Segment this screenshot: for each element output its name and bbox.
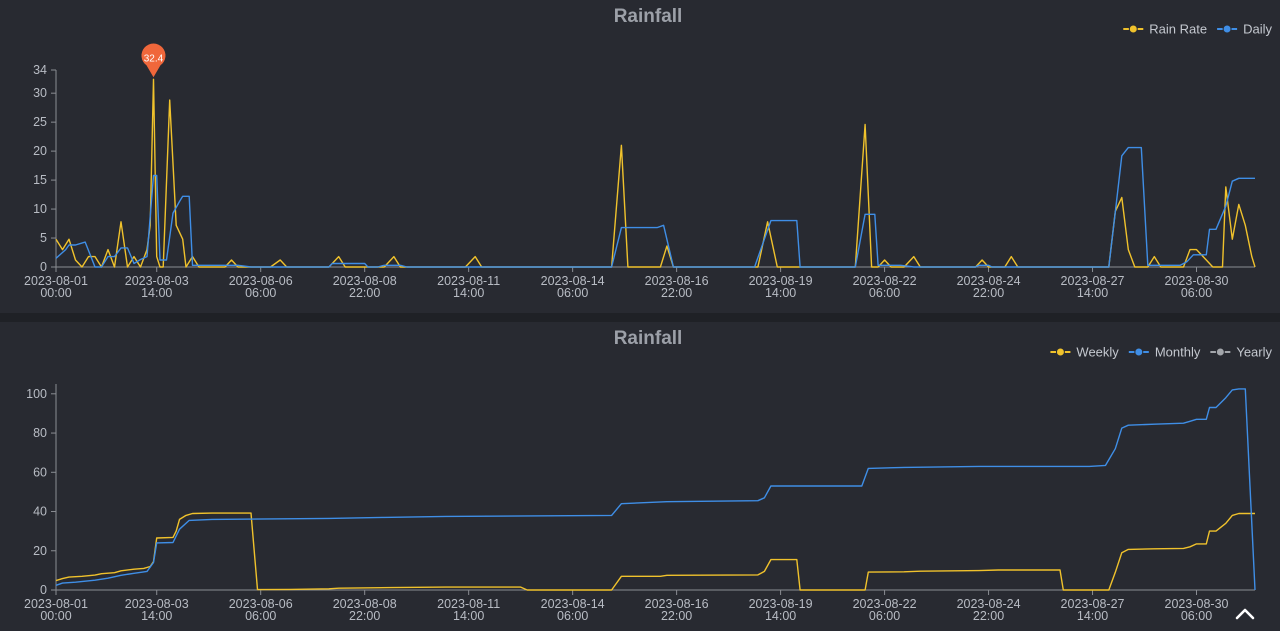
x-tick-label: 2023-08-03: [125, 597, 189, 611]
x-tick-label: 2023-08-19: [749, 274, 813, 288]
max-value-pin: 32.4: [141, 43, 166, 78]
x-tick-label: 2023-08-14: [541, 274, 605, 288]
x-tick-label: 2023-08-27: [1061, 274, 1125, 288]
x-tick-label: 2023-08-01: [24, 597, 88, 611]
y-tick-label: 30: [33, 86, 47, 100]
x-tick-time-label: 14:00: [765, 286, 796, 300]
x-tick-time-label: 14:00: [453, 286, 484, 300]
series-line-weekly: [55, 512, 1255, 591]
legend-item-daily[interactable]: Daily: [1217, 22, 1272, 37]
legend-label: Monthly: [1155, 345, 1201, 360]
pin-marker-icon: [141, 43, 166, 78]
x-tick-label: 2023-08-30: [1165, 274, 1229, 288]
y-tick-label: 20: [33, 144, 47, 158]
x-tick-time-label: 14:00: [453, 609, 484, 623]
x-tick-time-label: 06:00: [869, 609, 900, 623]
x-tick-label: 2023-08-08: [333, 274, 397, 288]
y-tick-label: 10: [33, 202, 47, 216]
y-tick-label: 0: [40, 583, 47, 597]
y-tick-label: 80: [33, 426, 47, 440]
y-tick-label: 5: [40, 231, 47, 245]
y-tick-label: 0: [40, 260, 47, 274]
chart-title: Rainfall: [614, 6, 683, 27]
legend-marker-icon: [1128, 24, 1138, 34]
x-tick-label: 2023-08-30: [1165, 597, 1229, 611]
y-tick-label: 100: [26, 387, 47, 401]
x-tick-label: 2023-08-06: [229, 274, 293, 288]
series-line-rain-rate: [55, 78, 1256, 268]
x-tick-time-label: 06:00: [557, 609, 588, 623]
x-tick-label: 2023-08-27: [1061, 597, 1125, 611]
y-tick-label: 60: [33, 465, 47, 479]
x-tick-time-label: 22:00: [973, 609, 1004, 623]
x-tick-label: 2023-08-16: [645, 274, 709, 288]
legend-marker-icon: [1134, 347, 1144, 357]
x-tick-time-label: 22:00: [349, 609, 380, 623]
x-tick-label: 2023-08-01: [24, 274, 88, 288]
x-tick-time-label: 06:00: [245, 609, 276, 623]
x-tick-time-label: 06:00: [1181, 609, 1212, 623]
x-tick-time-label: 00:00: [40, 609, 71, 623]
legend-item-weekly[interactable]: Weekly: [1050, 345, 1119, 360]
pin-label: 32.4: [144, 53, 164, 64]
x-tick-label: 2023-08-16: [645, 597, 709, 611]
legend-label: Daily: [1243, 22, 1272, 37]
x-tick-time-label: 06:00: [245, 286, 276, 300]
series-line-daily: [55, 146, 1255, 268]
y-tick-label: 20: [33, 544, 47, 558]
legend-marker-icon: [1222, 24, 1232, 34]
x-tick-label: 2023-08-14: [541, 597, 605, 611]
x-tick-time-label: 00:00: [40, 286, 71, 300]
x-tick-label: 2023-08-03: [125, 274, 189, 288]
legend-marker-icon: [1055, 347, 1065, 357]
rainfall-totals-panel: [0, 322, 1280, 631]
x-tick-time-label: 14:00: [1077, 609, 1108, 623]
chevron-up-icon: [1235, 608, 1255, 620]
rainfall-rate-panel: [0, 0, 1280, 313]
x-tick-label: 2023-08-06: [229, 597, 293, 611]
y-tick-label: 40: [33, 505, 47, 519]
x-tick-time-label: 14:00: [1077, 286, 1108, 300]
x-tick-label: 2023-08-11: [437, 274, 500, 288]
x-tick-time-label: 22:00: [349, 286, 380, 300]
x-tick-time-label: 22:00: [661, 286, 692, 300]
legend-label: Weekly: [1076, 345, 1119, 360]
x-tick-label: 2023-08-19: [749, 597, 813, 611]
legend-item-monthly[interactable]: Monthly: [1128, 345, 1201, 360]
panel-separator: [0, 313, 1280, 322]
scroll-to-top-button[interactable]: [1228, 601, 1262, 625]
legend-label: Yearly: [1236, 345, 1272, 360]
x-tick-time-label: 06:00: [869, 286, 900, 300]
legend-marker-icon: [1215, 347, 1225, 357]
x-tick-time-label: 06:00: [1181, 286, 1212, 300]
x-tick-time-label: 14:00: [141, 286, 172, 300]
series-line-monthly: [55, 388, 1256, 591]
x-tick-label: 2023-08-22: [853, 274, 917, 288]
x-tick-label: 2023-08-24: [957, 274, 1021, 288]
x-tick-time-label: 14:00: [765, 609, 796, 623]
x-tick-label: 2023-08-24: [957, 597, 1021, 611]
x-tick-label: 2023-08-08: [333, 597, 397, 611]
legend-label: Rain Rate: [1149, 22, 1207, 37]
chart-title: Rainfall: [614, 328, 683, 349]
x-tick-time-label: 06:00: [557, 286, 588, 300]
x-tick-time-label: 22:00: [661, 609, 692, 623]
x-tick-time-label: 22:00: [973, 286, 1004, 300]
y-tick-label: 34: [33, 63, 47, 77]
y-tick-label: 15: [33, 173, 47, 187]
x-tick-label: 2023-08-22: [853, 597, 917, 611]
x-tick-label: 2023-08-11: [437, 597, 500, 611]
legend-item-yearly[interactable]: Yearly: [1210, 345, 1272, 360]
y-tick-label: 25: [33, 115, 47, 129]
x-tick-time-label: 14:00: [141, 609, 172, 623]
legend-item-rain-rate[interactable]: Rain Rate: [1123, 22, 1207, 37]
